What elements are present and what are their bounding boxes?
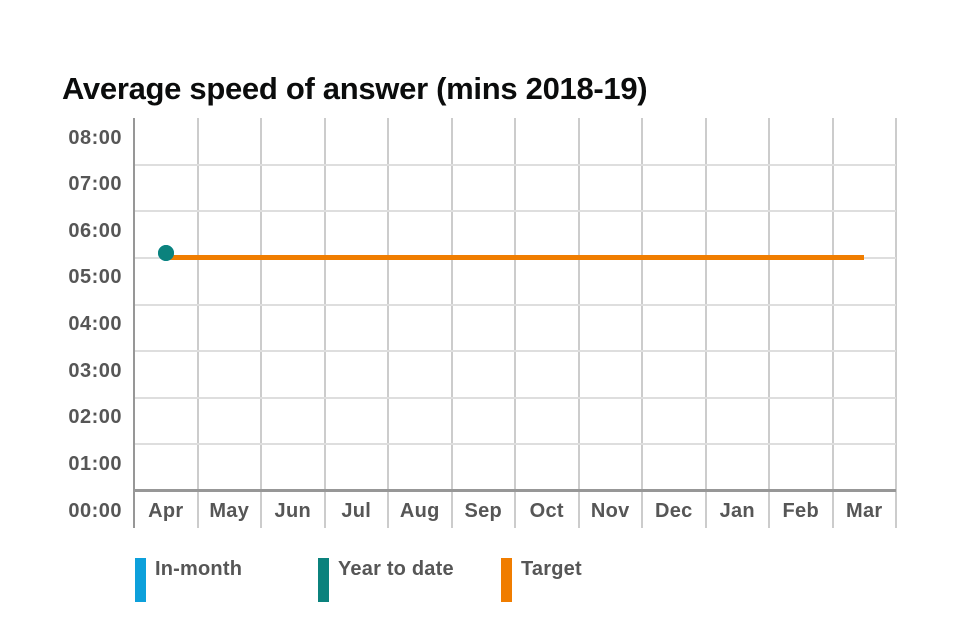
x-axis-month-label: Jan xyxy=(719,500,755,522)
vertical-gridline xyxy=(895,118,897,528)
vertical-gridline xyxy=(768,118,770,528)
y-axis-tick-label: 03:00 xyxy=(68,359,122,382)
vertical-gridline xyxy=(514,118,516,528)
legend-item: In-month xyxy=(135,558,318,602)
horizontal-gridline xyxy=(134,163,896,166)
legend-swatch-year-to-date xyxy=(318,558,329,602)
y-axis-tick-label: 01:00 xyxy=(68,452,122,475)
vertical-gridline xyxy=(387,118,389,528)
horizontal-gridline xyxy=(134,350,896,353)
y-axis-tick-label: 04:00 xyxy=(68,313,122,335)
y-axis-tick-label: 00:00 xyxy=(68,499,122,522)
y-axis-tick-label: 05:00 xyxy=(68,266,122,289)
x-axis-month-label: Oct xyxy=(529,500,564,522)
horizontal-gridline xyxy=(134,303,896,306)
x-axis-month-label: Feb xyxy=(782,500,819,522)
y-axis-tick-label: 07:00 xyxy=(68,173,122,196)
horizontal-gridline xyxy=(134,396,896,399)
plot-area xyxy=(133,118,897,528)
legend-swatch-in-month xyxy=(135,558,146,602)
y-axis-line xyxy=(133,118,135,528)
x-axis-month-label: Sep xyxy=(464,500,503,522)
x-axis-month-label: Jul xyxy=(341,500,372,522)
y-axis-tick-label: 02:00 xyxy=(68,406,122,429)
horizontal-gridline xyxy=(134,443,896,446)
x-axis-month-label: Nov xyxy=(590,500,630,522)
vertical-gridline xyxy=(196,118,199,528)
vertical-gridline xyxy=(323,118,326,528)
vertical-gridline xyxy=(641,118,643,528)
legend-label: Year to date xyxy=(338,558,454,580)
x-axis-month-label: Aug xyxy=(399,500,440,522)
x-axis-month-label: Dec xyxy=(654,500,693,522)
vertical-gridline xyxy=(450,118,453,528)
legend-item: Year to date xyxy=(318,558,501,602)
target-line xyxy=(165,255,865,261)
chart-legend: In-month Year to date Target xyxy=(135,558,684,602)
vertical-gridline xyxy=(260,118,262,528)
vertical-gridline xyxy=(577,118,580,528)
y-axis-tick-label: 06:00 xyxy=(68,219,122,242)
x-axis-line xyxy=(134,489,896,492)
horizontal-gridline xyxy=(134,210,896,213)
legend-item: Target xyxy=(501,558,684,602)
x-axis-month-label: Jun xyxy=(274,500,311,522)
legend-label: Target xyxy=(521,558,582,580)
x-axis-month-label: Apr xyxy=(148,500,184,522)
chart-title: Average speed of answer (mins 2018-19) xyxy=(62,70,648,106)
vertical-gridline xyxy=(704,118,707,528)
x-axis-month-label: May xyxy=(209,500,250,522)
y-axis-tick-label: 08:00 xyxy=(68,126,122,149)
x-axis-month-label: Mar xyxy=(846,500,883,522)
year-to-date-data-point xyxy=(157,244,174,261)
legend-label: In-month xyxy=(155,558,243,580)
legend-swatch-target xyxy=(501,558,512,602)
vertical-gridline xyxy=(831,118,834,528)
